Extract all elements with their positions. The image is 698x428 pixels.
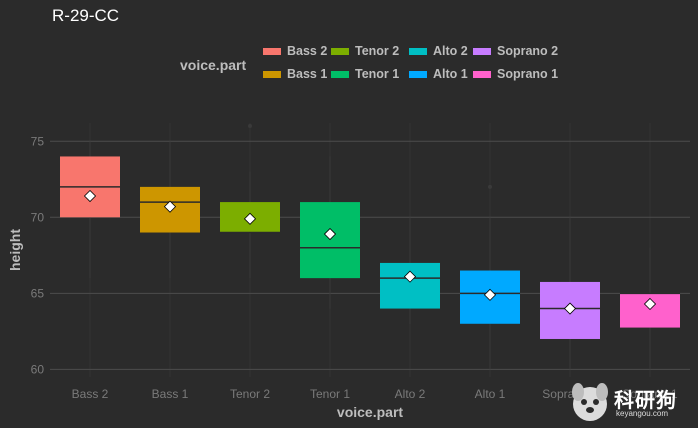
x-tick-label: Alto 1 bbox=[475, 387, 506, 401]
y-tick-label: 65 bbox=[31, 286, 45, 300]
mean-marker bbox=[163, 200, 177, 213]
y-tick-label: 75 bbox=[31, 134, 45, 148]
mean-marker bbox=[243, 212, 257, 225]
legend-swatch-tenor-1 bbox=[331, 70, 349, 78]
x-tick-label: Tenor 1 bbox=[310, 387, 350, 401]
legend-item-tenor-1: Tenor 1 bbox=[331, 67, 399, 81]
x-axis-title: voice.part bbox=[337, 404, 403, 420]
legend-swatch-tenor-2 bbox=[331, 47, 349, 55]
chart-title: R-29-CC bbox=[52, 6, 120, 25]
y-tick-label: 70 bbox=[31, 210, 45, 224]
x-tick-label: Alto 2 bbox=[395, 387, 426, 401]
outlier-point bbox=[248, 124, 252, 129]
watermark-subtext: keyangou.com bbox=[616, 409, 669, 418]
legend-title: voice.part bbox=[180, 57, 247, 73]
x-tick-label: Soprano 1 bbox=[622, 387, 678, 401]
legend-label-tenor-2: Tenor 2 bbox=[355, 44, 400, 58]
legend-label-soprano-2: Soprano 2 bbox=[497, 44, 559, 58]
box-tenor-1 bbox=[300, 202, 360, 279]
legend-item-soprano-1: Soprano 1 bbox=[473, 67, 558, 81]
watermark: 科研狗 keyangou.com bbox=[568, 380, 698, 428]
legend-label-bass-1: Bass 1 bbox=[287, 67, 328, 81]
x-tick-label: Bass 2 bbox=[72, 387, 109, 401]
legend-swatch-bass-2 bbox=[263, 47, 281, 55]
legend: voice.part Bass 2 Tenor 2 Alto 2 Soprano… bbox=[0, 0, 698, 90]
watermark-text: 科研狗 bbox=[614, 390, 677, 412]
legend-label-alto-1: Alto 1 bbox=[433, 67, 468, 81]
legend-swatch-bass-1 bbox=[263, 70, 281, 78]
outlier-point bbox=[488, 184, 492, 189]
y-axis-title: height bbox=[7, 229, 23, 271]
legend-swatch-alto-2 bbox=[409, 47, 427, 55]
y-tick-label: 60 bbox=[31, 362, 45, 376]
legend-item-alto-1: Alto 1 bbox=[409, 67, 468, 81]
legend-swatch-soprano-2 bbox=[473, 47, 491, 55]
legend-swatch-alto-1 bbox=[409, 70, 427, 78]
legend-item-soprano-2: Soprano 2 bbox=[473, 44, 558, 58]
legend-item-bass-2: Bass 2 bbox=[263, 44, 327, 58]
legend-item-bass-1: Bass 1 bbox=[263, 67, 327, 81]
legend-label-soprano-1: Soprano 1 bbox=[497, 67, 559, 81]
legend-label-alto-2: Alto 2 bbox=[433, 44, 468, 58]
mean-marker bbox=[403, 270, 417, 283]
x-tick-label: Tenor 2 bbox=[230, 387, 270, 401]
mean-marker bbox=[563, 302, 577, 315]
legend-label-tenor-1: Tenor 1 bbox=[355, 67, 400, 81]
mean-marker bbox=[323, 227, 337, 241]
box-alto-2 bbox=[380, 262, 440, 309]
legend-swatch-soprano-1 bbox=[473, 70, 491, 78]
legend-item-tenor-2: Tenor 2 bbox=[331, 44, 399, 58]
dog-logo-icon bbox=[572, 383, 608, 421]
x-tick-label: Bass 1 bbox=[152, 387, 189, 401]
mean-marker bbox=[643, 297, 657, 311]
mean-marker bbox=[483, 288, 497, 301]
legend-item-alto-2: Alto 2 bbox=[409, 44, 468, 58]
legend-label-bass-2: Bass 2 bbox=[287, 44, 328, 58]
mean-marker bbox=[83, 189, 97, 203]
